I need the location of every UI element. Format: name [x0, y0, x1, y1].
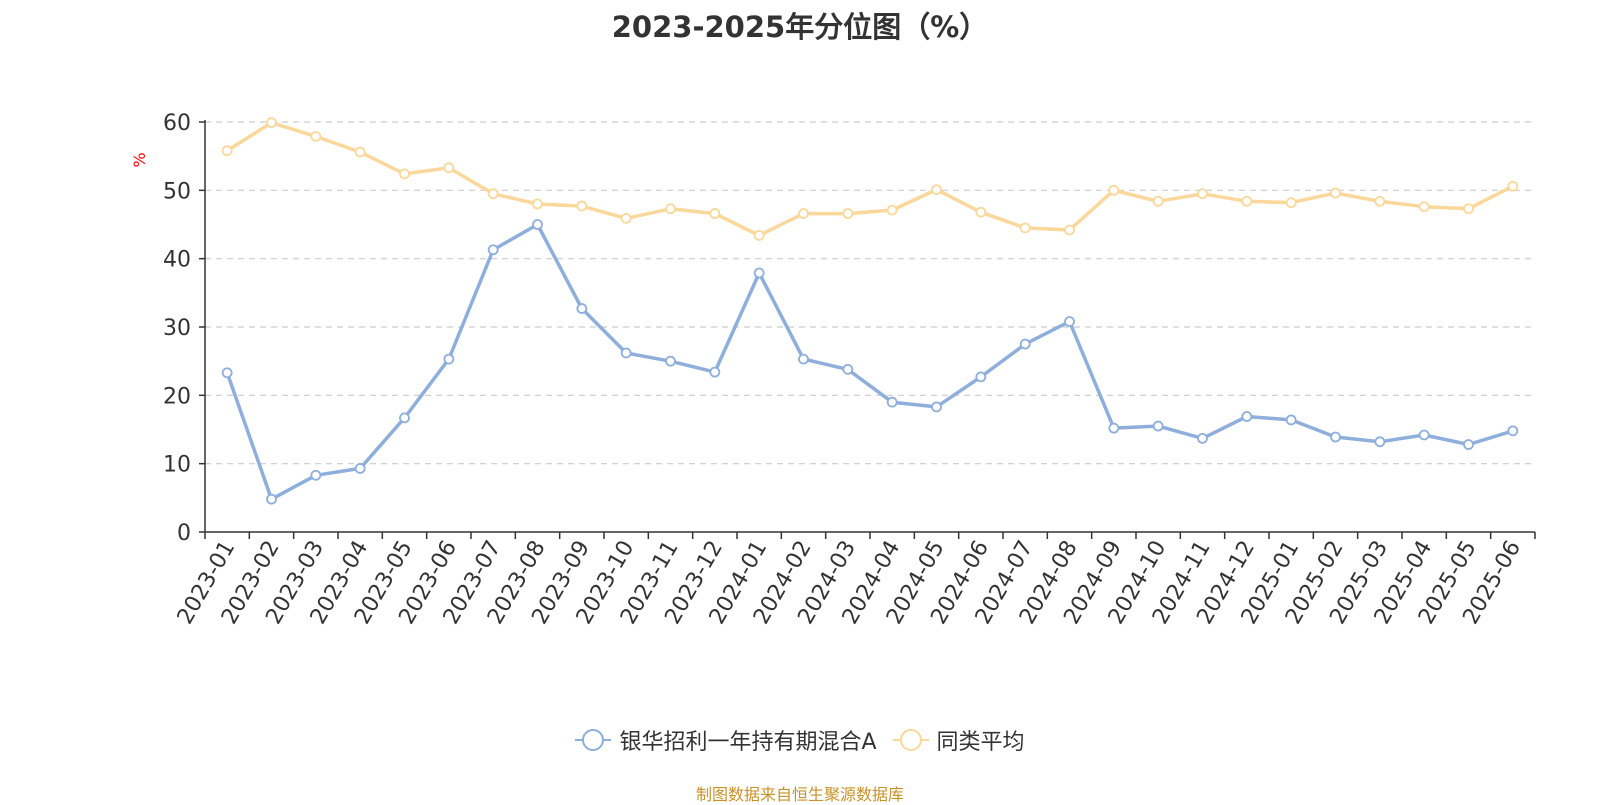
- data-point: [1507, 425, 1519, 437]
- data-point: [576, 200, 588, 212]
- legend-item-2[interactable]: 同类平均: [892, 724, 1025, 756]
- y-tick-label: 20: [163, 384, 191, 409]
- y-tick-label: 60: [163, 111, 191, 136]
- data-point: [1197, 188, 1208, 200]
- data-point: [1064, 224, 1075, 236]
- data-point: [354, 463, 366, 474]
- data-point: [753, 267, 765, 279]
- data-point: [798, 353, 809, 365]
- data-point: [1108, 184, 1120, 196]
- data-point: [931, 401, 942, 413]
- data-point: [798, 208, 809, 219]
- data-point: [1418, 201, 1430, 213]
- data-point: [753, 230, 765, 241]
- data-point: [266, 493, 277, 505]
- data-point: [1374, 195, 1386, 207]
- data-point: [975, 371, 987, 383]
- data-point: [443, 162, 455, 174]
- data-point: [532, 219, 543, 230]
- data-point: [221, 367, 233, 379]
- source-note: 制图数据来自恒生聚源数据库: [695, 785, 904, 804]
- y-axis-label: %: [130, 152, 149, 167]
- legend-swatch: [575, 729, 612, 751]
- legend-swatch: [892, 729, 929, 751]
- data-point: [1463, 203, 1474, 215]
- data-point: [1463, 439, 1474, 450]
- data-point: [886, 396, 898, 408]
- data-point: [1507, 180, 1519, 192]
- data-point: [1064, 316, 1075, 327]
- series-line-2: [226, 120, 1514, 238]
- data-point: [665, 203, 676, 215]
- legend: 银华招利一年持有期混合A 同类平均: [0, 725, 1600, 755]
- y-tick-label: 10: [163, 453, 191, 478]
- data-point: [1241, 195, 1253, 207]
- data-point: [310, 130, 322, 142]
- data-point: [1197, 432, 1208, 444]
- data-point: [842, 208, 854, 219]
- y-tick-label: 40: [163, 248, 191, 273]
- data-point: [443, 353, 455, 365]
- data-point: [1152, 420, 1164, 432]
- data-point: [886, 204, 898, 216]
- data-point: [532, 198, 543, 210]
- data-point: [1418, 429, 1430, 441]
- data-point: [975, 206, 987, 218]
- legend-item-1[interactable]: 银华招利一年持有期混合A: [575, 724, 877, 756]
- series-lines: [225, 120, 1514, 501]
- data-point: [221, 145, 233, 157]
- data-point: [487, 188, 499, 200]
- data-point: [1152, 195, 1164, 207]
- y-tick-label: 50: [163, 179, 191, 204]
- data-point: [1330, 431, 1341, 443]
- legend-swatch-marker: [899, 729, 922, 751]
- y-tick-label: 30: [163, 316, 191, 341]
- chart-title: 2023-2025年分位图（%）: [611, 10, 989, 44]
- data-point: [487, 244, 499, 256]
- series-line-1: [225, 222, 1514, 501]
- data-point: [310, 469, 322, 481]
- legend-label: 银华招利一年持有期混合A: [619, 730, 877, 755]
- data-point: [399, 412, 410, 424]
- data-point: [1019, 338, 1031, 350]
- grid-lines: [205, 121, 1535, 465]
- data-point: [709, 366, 721, 378]
- y-tick-label: 0: [177, 521, 191, 546]
- data-point: [620, 347, 632, 359]
- data-point: [266, 117, 277, 129]
- legend-label: 同类平均: [936, 730, 1025, 755]
- data-point: [1374, 436, 1386, 448]
- data-point: [1285, 414, 1297, 426]
- data-point: [1330, 187, 1341, 199]
- data-point: [1285, 197, 1297, 209]
- data-points: [221, 117, 1519, 505]
- data-point: [1108, 422, 1120, 434]
- data-point: [399, 168, 410, 180]
- data-point: [354, 146, 366, 158]
- data-point: [620, 212, 632, 224]
- data-point: [709, 208, 721, 219]
- legend-swatch-marker: [582, 729, 605, 751]
- data-point: [1241, 411, 1253, 422]
- data-point: [576, 303, 588, 314]
- data-point: [665, 355, 676, 367]
- data-point: [931, 184, 942, 196]
- data-point: [1019, 222, 1031, 234]
- data-point: [842, 363, 854, 375]
